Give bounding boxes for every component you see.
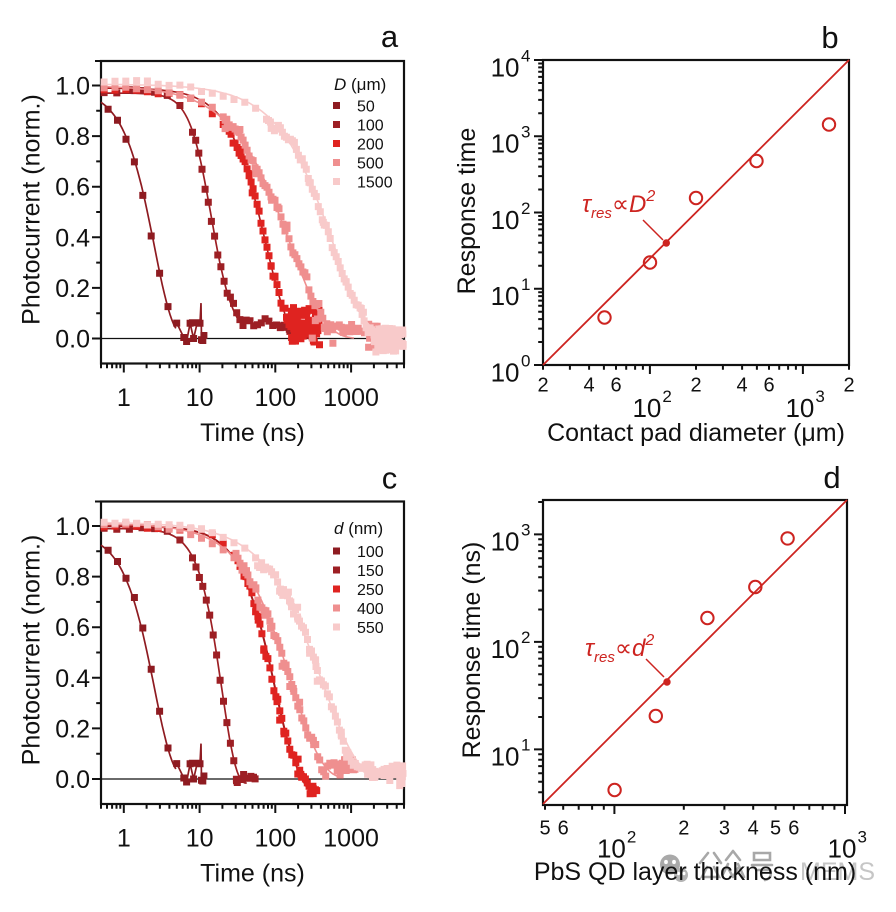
- svg-text:10: 10: [632, 393, 661, 423]
- svg-text:10: 10: [597, 834, 626, 864]
- svg-text:10: 10: [491, 281, 520, 311]
- svg-text:10: 10: [491, 205, 520, 235]
- svg-text:3: 3: [521, 123, 530, 142]
- svg-text:100: 100: [254, 384, 296, 412]
- svg-text:Time (ns): Time (ns): [200, 419, 305, 447]
- svg-text:0: 0: [521, 351, 530, 370]
- svg-text:10: 10: [785, 393, 814, 423]
- svg-text:d (nm): d (nm): [334, 519, 383, 538]
- svg-text:Response time: Response time: [453, 128, 481, 295]
- svg-text:3: 3: [719, 818, 730, 840]
- svg-text:Contact pad diameter (μm): Contact pad diameter (μm): [547, 419, 845, 447]
- svg-text:0.6: 0.6: [55, 614, 90, 642]
- svg-text:PbS QD layer thickness (nm): PbS QD layer thickness (nm): [534, 858, 856, 886]
- svg-text:2: 2: [678, 818, 689, 840]
- svg-text:10: 10: [491, 129, 520, 159]
- svg-text:Photocurrent (norm.): Photocurrent (norm.): [18, 535, 46, 766]
- svg-text:10: 10: [186, 825, 214, 853]
- svg-text:4: 4: [737, 375, 748, 397]
- svg-text:Response time (ns): Response time (ns): [458, 542, 486, 759]
- svg-text:d: d: [823, 460, 840, 495]
- svg-text:10: 10: [491, 527, 520, 557]
- svg-text:1000: 1000: [323, 825, 379, 853]
- svg-text:1500: 1500: [357, 174, 393, 191]
- svg-text:0.2: 0.2: [55, 275, 90, 303]
- svg-text:10: 10: [491, 634, 520, 664]
- svg-text:0.6: 0.6: [55, 174, 90, 202]
- svg-text:0.0: 0.0: [55, 766, 90, 794]
- svg-text:0.4: 0.4: [55, 665, 90, 693]
- svg-text:6: 6: [558, 818, 569, 840]
- svg-text:4: 4: [748, 818, 759, 840]
- svg-text:10: 10: [491, 357, 520, 387]
- svg-text:100: 100: [357, 544, 384, 561]
- svg-text:2: 2: [690, 375, 701, 397]
- svg-text:0.8: 0.8: [55, 123, 90, 151]
- svg-text:0.8: 0.8: [55, 564, 90, 592]
- svg-text:Photocurrent (norm.): Photocurrent (norm.): [18, 94, 46, 325]
- svg-text:0.4: 0.4: [55, 224, 90, 252]
- svg-text:2: 2: [627, 828, 636, 847]
- svg-text:10: 10: [491, 52, 520, 82]
- svg-text:4: 4: [521, 46, 530, 65]
- svg-text:3: 3: [521, 521, 530, 540]
- svg-text:50: 50: [357, 98, 375, 115]
- svg-text:a: a: [381, 19, 399, 54]
- svg-text:150: 150: [357, 563, 384, 580]
- svg-text:2: 2: [662, 387, 671, 406]
- svg-text:1: 1: [521, 275, 530, 294]
- svg-text:5: 5: [539, 818, 550, 840]
- svg-text:10: 10: [186, 384, 214, 412]
- svg-text:b: b: [821, 20, 838, 55]
- svg-text:550: 550: [357, 620, 384, 637]
- svg-text:2: 2: [521, 628, 530, 647]
- svg-text:1.0: 1.0: [55, 513, 90, 541]
- svg-text:MEMS: MEMS: [800, 858, 875, 886]
- svg-text:3: 3: [858, 828, 867, 847]
- svg-text:0.0: 0.0: [55, 326, 90, 354]
- svg-text:1: 1: [117, 825, 131, 853]
- svg-text:10: 10: [828, 834, 857, 864]
- svg-text:4: 4: [584, 375, 595, 397]
- svg-text:5: 5: [770, 818, 781, 840]
- svg-text:10: 10: [491, 742, 520, 772]
- svg-text:Time (ns): Time (ns): [200, 860, 305, 888]
- svg-text:1: 1: [117, 384, 131, 412]
- svg-text:1: 1: [521, 736, 530, 755]
- svg-text:400: 400: [357, 601, 384, 618]
- svg-text:2: 2: [537, 375, 548, 397]
- svg-text:100: 100: [357, 117, 384, 134]
- svg-text:0.2: 0.2: [55, 715, 90, 743]
- svg-text:2: 2: [521, 199, 530, 218]
- svg-text:2: 2: [843, 375, 854, 397]
- svg-text:3: 3: [815, 387, 824, 406]
- svg-text:τres∝D2: τres∝D2: [582, 188, 655, 222]
- svg-text:6: 6: [610, 375, 621, 397]
- svg-text:500: 500: [357, 155, 384, 172]
- svg-text:100: 100: [254, 825, 296, 853]
- svg-text:6: 6: [788, 818, 799, 840]
- svg-text:c: c: [382, 461, 398, 496]
- svg-text:1000: 1000: [323, 384, 379, 412]
- svg-text:250: 250: [357, 582, 384, 599]
- svg-text:200: 200: [357, 136, 384, 153]
- svg-text:6: 6: [763, 375, 774, 397]
- svg-text:D (μm): D (μm): [334, 75, 386, 94]
- svg-text:1.0: 1.0: [55, 73, 90, 101]
